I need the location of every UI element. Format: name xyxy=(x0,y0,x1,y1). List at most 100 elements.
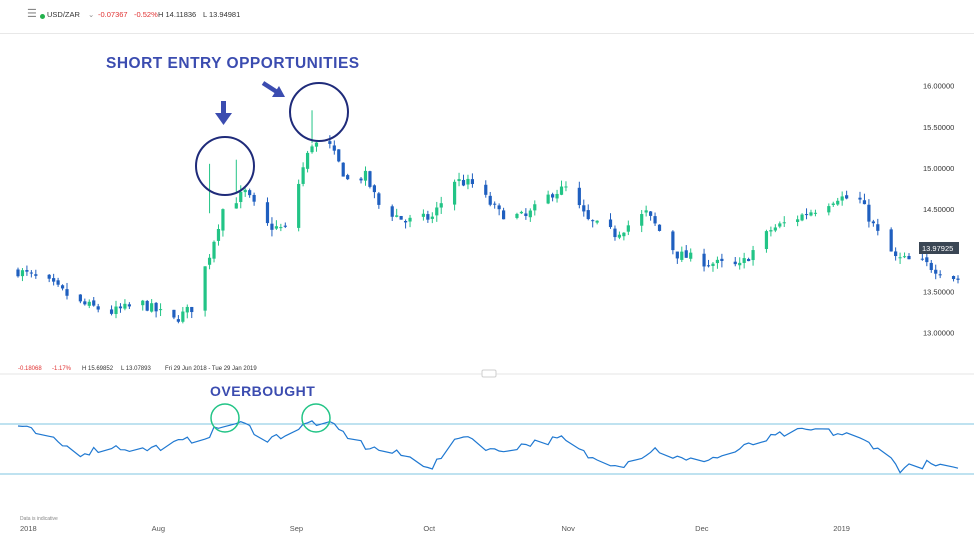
candle-down xyxy=(925,257,929,263)
y-tick-label: 16.00000 xyxy=(923,82,954,91)
candle-up xyxy=(466,178,470,185)
candle-down xyxy=(34,274,38,276)
candle-down xyxy=(461,179,466,186)
candle-down xyxy=(96,306,100,310)
chart-header-bar: ☰ USD/ZAR ⌄ -0.07367 -0.52% H 14.11836 L… xyxy=(0,0,974,34)
candle-up xyxy=(301,167,305,184)
indicator-line xyxy=(17,420,959,474)
range-change-percent: -1.17% xyxy=(52,366,72,372)
candle-up xyxy=(831,203,835,205)
candle-up xyxy=(626,225,630,232)
candle-up xyxy=(898,257,902,259)
candle-up xyxy=(564,186,568,188)
short-entry-circle-2 xyxy=(289,82,349,142)
candle-up xyxy=(243,189,247,193)
candle-up xyxy=(640,214,644,226)
menu-icon[interactable]: ☰ xyxy=(27,8,37,20)
candle-down xyxy=(47,274,51,279)
candle-down xyxy=(270,223,274,230)
candle-down xyxy=(871,221,875,224)
candle-up xyxy=(363,170,368,181)
candle-up xyxy=(546,194,550,204)
candle-down xyxy=(16,269,20,277)
candle-down xyxy=(390,206,394,217)
candle-down xyxy=(426,214,430,220)
candle-up xyxy=(778,223,782,227)
range-change: -0.18068 xyxy=(18,366,42,372)
candle-up xyxy=(216,229,221,241)
indicator-bands xyxy=(0,423,974,475)
x-tick-label: Sep xyxy=(290,524,303,533)
candle-up xyxy=(234,203,238,209)
candle-down xyxy=(176,319,180,322)
candle-down xyxy=(720,258,724,261)
candle-down xyxy=(29,272,33,274)
x-tick-label: Aug xyxy=(152,524,165,533)
candle-down xyxy=(25,270,29,272)
candle-up xyxy=(559,186,564,195)
candle-down xyxy=(747,258,751,262)
candle-down xyxy=(938,274,942,276)
candle-up xyxy=(207,257,212,265)
candle-up xyxy=(644,210,648,213)
time-axis: 2018 Aug Sep Oct Nov Dec 2019 xyxy=(20,524,850,533)
candle-up xyxy=(114,306,118,314)
candle-down xyxy=(190,306,194,313)
candle-up xyxy=(141,300,145,306)
candle-down xyxy=(613,228,617,238)
candle-down xyxy=(684,250,688,258)
candle-down xyxy=(675,251,679,259)
candlesticks xyxy=(16,110,960,324)
candle-up xyxy=(297,183,301,228)
candle-up xyxy=(310,146,314,153)
candle-down xyxy=(889,229,893,252)
candle-down xyxy=(706,265,711,267)
candle-up xyxy=(595,220,599,223)
candle-down xyxy=(341,162,345,177)
price-change: -0.07367 xyxy=(98,10,128,19)
candle-up xyxy=(457,179,461,182)
candle-down xyxy=(265,202,270,224)
live-status-dot xyxy=(40,14,45,19)
candle-down xyxy=(248,190,252,196)
candle-up xyxy=(408,217,412,222)
header-divider xyxy=(0,33,974,34)
candle-up xyxy=(274,226,278,229)
range-dates: Fri 29 Jun 2018 - Tue 29 Jan 2019 xyxy=(165,366,257,372)
candle-down xyxy=(332,145,336,151)
candle-down xyxy=(582,205,586,212)
candle-down xyxy=(956,278,960,280)
candle-up xyxy=(87,301,91,306)
candle-down xyxy=(493,203,497,205)
candle-down xyxy=(907,255,911,260)
range-low: L 13.07893 xyxy=(121,366,151,372)
candle-down xyxy=(109,309,114,314)
candle-down xyxy=(399,215,403,220)
symbol-name[interactable]: USD/ZAR xyxy=(47,10,80,19)
candle-down xyxy=(653,216,657,224)
candle-up xyxy=(840,196,844,201)
candle-down xyxy=(934,269,938,274)
candle-down xyxy=(586,210,590,220)
candle-down xyxy=(328,141,332,144)
candle-down xyxy=(845,195,849,199)
candle-down xyxy=(862,200,867,205)
candle-down xyxy=(649,211,653,216)
candle-down xyxy=(78,294,82,302)
candle-up xyxy=(533,204,537,211)
panel-resize-handle[interactable] xyxy=(481,369,497,378)
candle-up xyxy=(617,234,622,238)
short-entry-label: SHORT ENTRY OPPORTUNITIES xyxy=(106,55,360,72)
candle-down xyxy=(929,262,933,270)
short-entry-circle-1 xyxy=(195,136,255,196)
y-tick-label: 14.50000 xyxy=(923,205,954,214)
candle-down xyxy=(118,306,123,309)
candle-up xyxy=(430,216,434,219)
candle-down xyxy=(92,300,96,306)
x-tick-label: Nov xyxy=(562,524,576,533)
candle-down xyxy=(951,276,956,280)
chevron-down-icon[interactable]: ⌄ xyxy=(88,10,95,19)
overbought-label: OVERBOUGHT xyxy=(210,383,315,399)
candle-down xyxy=(608,219,613,228)
